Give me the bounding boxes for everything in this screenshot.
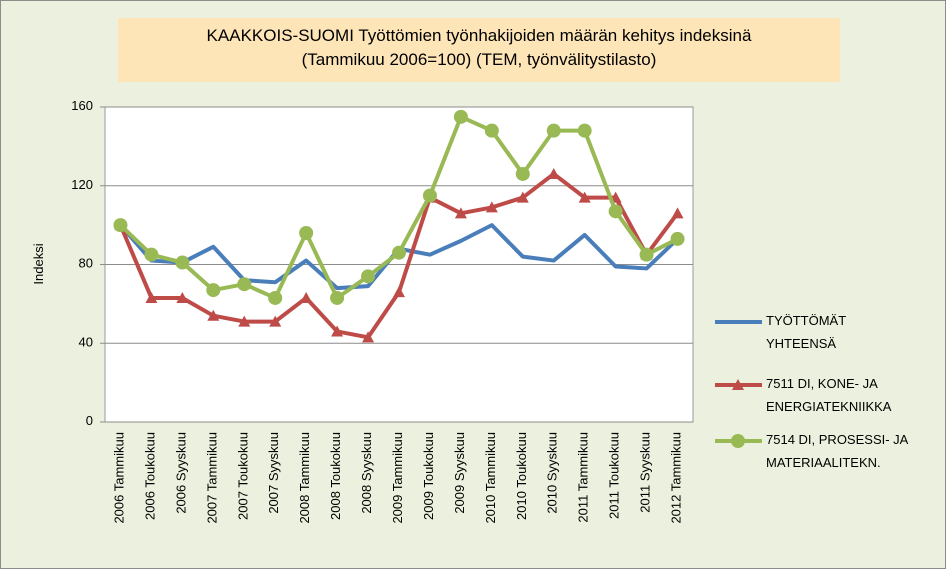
marker [331, 325, 344, 337]
x-tick-label: 2006 Syyskuu [174, 432, 189, 514]
x-tick-label: 2006 Toukokuu [143, 432, 158, 520]
x-tick-label: 2007 Syyskuu [267, 432, 282, 514]
x-tick-label: 2009 Toukokuu [421, 432, 436, 520]
x-tick-label: 2012 Tammikuu [669, 432, 684, 524]
x-tick-label: 2010 Toukokuu [514, 432, 529, 520]
marker [608, 204, 623, 219]
y-tick-label: 80 [79, 256, 93, 271]
marker [577, 123, 592, 138]
x-tick-label: 2010 Syyskuu [545, 432, 560, 514]
x-tick-label: 2009 Syyskuu [452, 432, 467, 514]
marker [516, 191, 529, 203]
marker [515, 166, 530, 181]
marker [392, 245, 406, 260]
marker [546, 123, 561, 138]
marker [731, 434, 745, 448]
marker [176, 291, 189, 303]
x-tick-label: 2009 Tammikuu [390, 432, 405, 524]
marker [237, 277, 252, 292]
marker [175, 255, 190, 270]
marker [269, 315, 282, 327]
marker [639, 247, 654, 262]
marker [299, 226, 314, 240]
x-tick-label: 2008 Toukokuu [329, 432, 344, 520]
marker [670, 231, 685, 246]
marker [547, 167, 560, 179]
x-tick-label: 2006 Tammikuu [112, 432, 127, 524]
marker [206, 283, 221, 298]
y-tick-label: 0 [86, 413, 93, 428]
chart-title: KAAKKOIS-SUOMI Työttömien työnhakijoiden… [207, 26, 752, 69]
marker [145, 291, 158, 303]
marker [484, 123, 499, 138]
y-tick-label: 120 [71, 177, 93, 192]
marker [238, 315, 251, 327]
marker [330, 290, 345, 305]
marker [361, 269, 376, 284]
marker [453, 109, 468, 124]
x-tick-label: 2007 Tammikuu [205, 432, 220, 524]
marker [300, 291, 313, 303]
x-tick-label: 2008 Tammikuu [298, 432, 313, 524]
marker [485, 201, 498, 213]
marker [578, 191, 591, 203]
marker [393, 286, 405, 298]
marker [732, 379, 744, 390]
legend-label: 7514 DI, PROSESSI- JA MATERIAALITEKN. [766, 432, 909, 470]
y-tick-label: 160 [71, 98, 93, 113]
marker [268, 290, 283, 305]
y-axis-label: Indeksi [31, 243, 46, 284]
marker [671, 207, 684, 219]
legend-label: TYÖTTÖMÄT YHTEENSÄ [766, 313, 846, 351]
marker [362, 331, 375, 343]
marker [207, 309, 220, 321]
legend-label: 7511 DI, KONE- JA ENERGIATEKNIIKKA [766, 376, 892, 414]
x-tick-label: 2008 Syyskuu [359, 432, 374, 514]
y-tick-label: 40 [79, 335, 93, 350]
x-tick-label: 2010 Tammikuu [483, 432, 498, 524]
x-tick-label: 2011 Tammikuu [576, 432, 591, 523]
x-tick-label: 2011 Syyskuu [638, 432, 653, 513]
x-tick-label: 2007 Toukokuu [236, 432, 251, 520]
marker [113, 218, 128, 233]
marker [144, 247, 159, 262]
marker [422, 188, 437, 203]
x-tick-label: 2011 Toukokuu [607, 432, 622, 519]
marker [454, 207, 467, 219]
title-box [118, 18, 840, 82]
